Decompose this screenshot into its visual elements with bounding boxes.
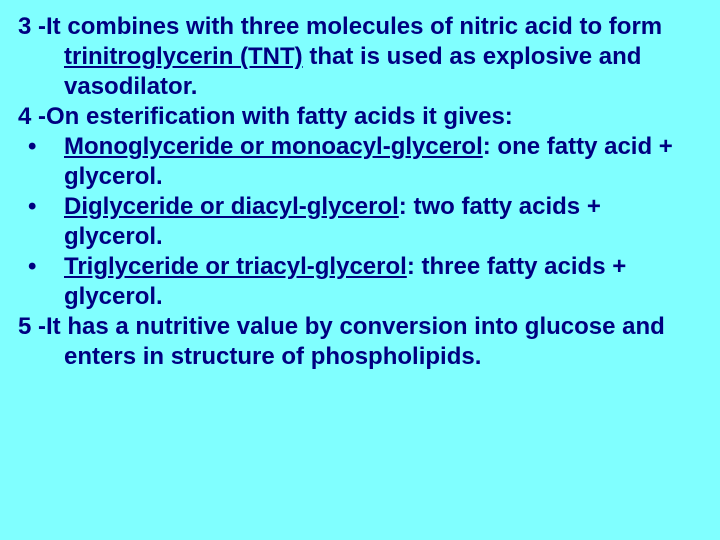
- point-text-suffix: .: [475, 343, 482, 370]
- bullet-underlined: Diglyceride or diacyl-glycerol: [64, 193, 399, 220]
- bullet-triglyceride: • Triglyceride or triacyl-glycerol: thre…: [18, 252, 702, 312]
- bullet-text: Diglyceride or diacyl-glycerol: two fatt…: [64, 192, 702, 252]
- slide-content: 3 -It combines with three molecules of n…: [18, 12, 702, 372]
- point-label: 3 -: [18, 13, 46, 40]
- point-4: 4 -On esterification with fatty acids it…: [18, 102, 702, 132]
- bullet-icon: •: [18, 132, 64, 162]
- bullet-icon: •: [18, 252, 64, 282]
- point-text-underlined: trinitroglycerin (TNT): [64, 43, 303, 70]
- point-label: 4 -: [18, 103, 46, 130]
- point-label: 5 -: [18, 313, 46, 340]
- bullet-text: Monoglyceride or monoacyl-glycerol: one …: [64, 132, 702, 192]
- bullet-underlined: Triglyceride or triacyl-glycerol: [64, 253, 407, 280]
- point-5: 5 -It has a nutritive value by conversio…: [18, 312, 702, 372]
- bullet-icon: •: [18, 192, 64, 222]
- bullet-monoglyceride: • Monoglyceride or monoacyl-glycerol: on…: [18, 132, 702, 192]
- bullet-text: Triglyceride or triacyl-glycerol: three …: [64, 252, 702, 312]
- point-text-prefix: On esterification with fatty acids it gi…: [46, 103, 513, 130]
- point-3: 3 -It combines with three molecules of n…: [18, 12, 702, 102]
- point-text-prefix: It has a nutritive value by conversion i…: [46, 313, 665, 370]
- bullet-diglyceride: • Diglyceride or diacyl-glycerol: two fa…: [18, 192, 702, 252]
- point-text-prefix: It combines with three molecules of nitr…: [46, 13, 662, 40]
- bullet-underlined: Monoglyceride or monoacyl-glycerol: [64, 133, 483, 160]
